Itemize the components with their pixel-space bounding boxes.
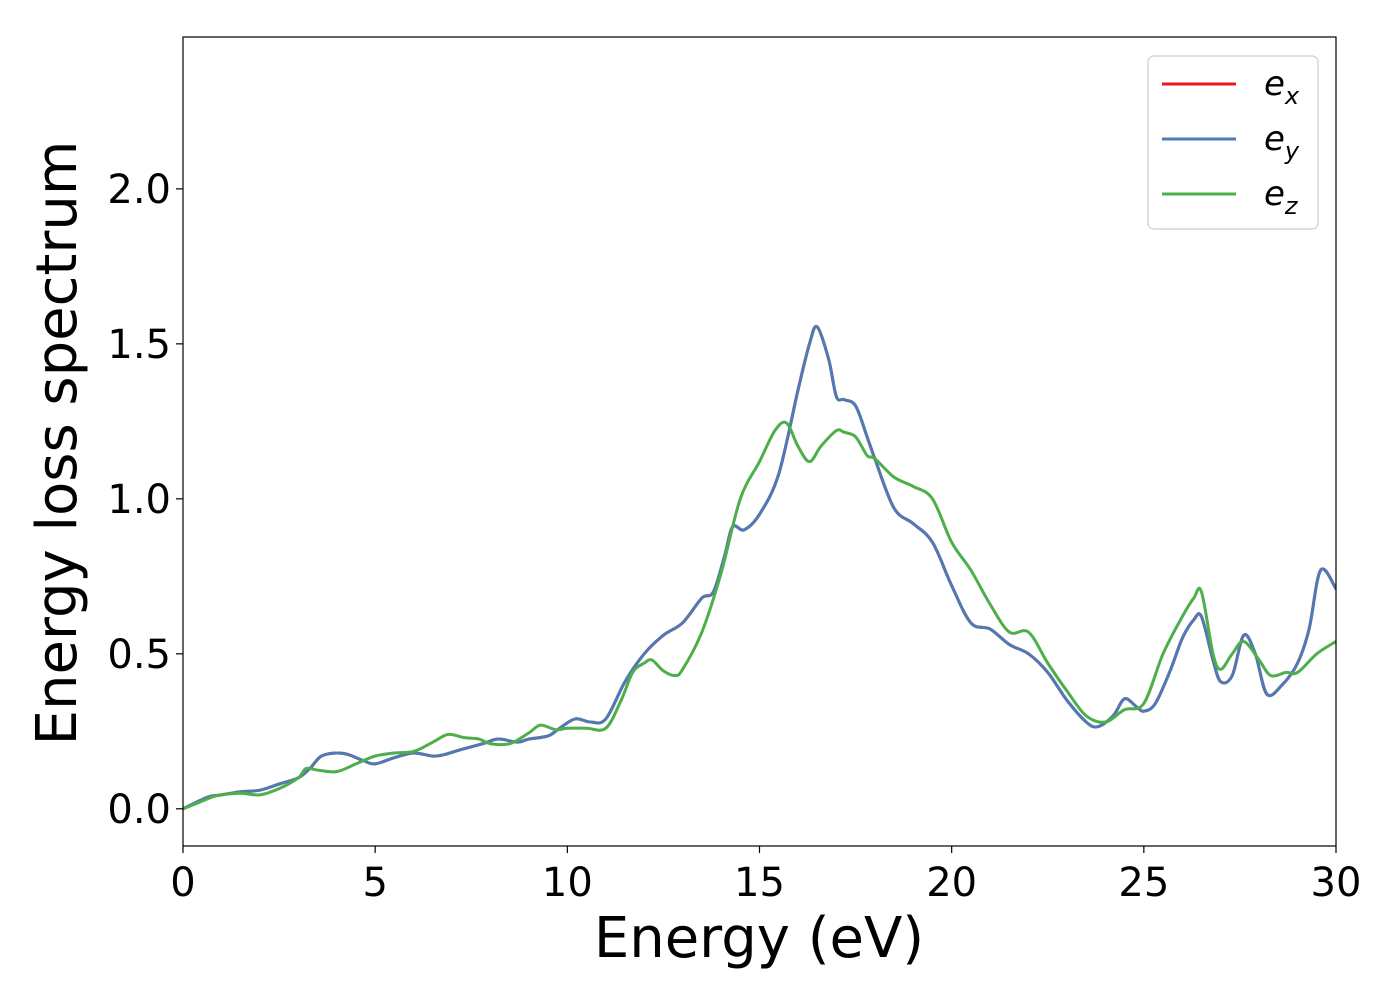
y-axis-title: Energy loss spectrum [25, 141, 90, 746]
legend-label-e-x: ex [1264, 64, 1300, 110]
legend-label-subscript: z [1284, 192, 1299, 220]
y-tick-label: 0.0 [107, 787, 171, 833]
legend-label-base: e [1264, 64, 1285, 104]
x-tick-label: 0 [170, 860, 195, 906]
x-tick-label: 20 [926, 860, 977, 906]
x-tick-label: 10 [542, 860, 593, 906]
series-line-e-z [183, 420, 1336, 811]
legend-box [1147, 55, 1319, 230]
legend-label-subscript: y [1284, 137, 1300, 165]
legend-label-e-y: ey [1264, 119, 1300, 165]
legend-label-e-z: ez [1264, 174, 1299, 220]
x-tick-label: 15 [734, 860, 785, 906]
legend-label-base: e [1264, 174, 1285, 214]
y-tick-label: 1.5 [107, 322, 171, 368]
axes: 0 5 10 15 20 25 30 0.0 0.5 1.0 1.5 2.0 [107, 36, 1362, 906]
legend-label-subscript: x [1284, 82, 1300, 110]
y-tick-label: 1.0 [107, 477, 171, 523]
x-axis-title: Energy (eV) [594, 906, 924, 971]
y-tick-label: 0.5 [107, 632, 171, 678]
plot-area [183, 324, 1336, 811]
legend-label-base: e [1264, 119, 1285, 159]
series-lines [183, 324, 1336, 811]
series-line-e-y [183, 324, 1336, 811]
x-tick-label: 30 [1311, 860, 1362, 906]
x-tick-label: 25 [1118, 860, 1169, 906]
y-tick-label: 2.0 [107, 167, 171, 213]
x-tick-label: 5 [362, 860, 387, 906]
